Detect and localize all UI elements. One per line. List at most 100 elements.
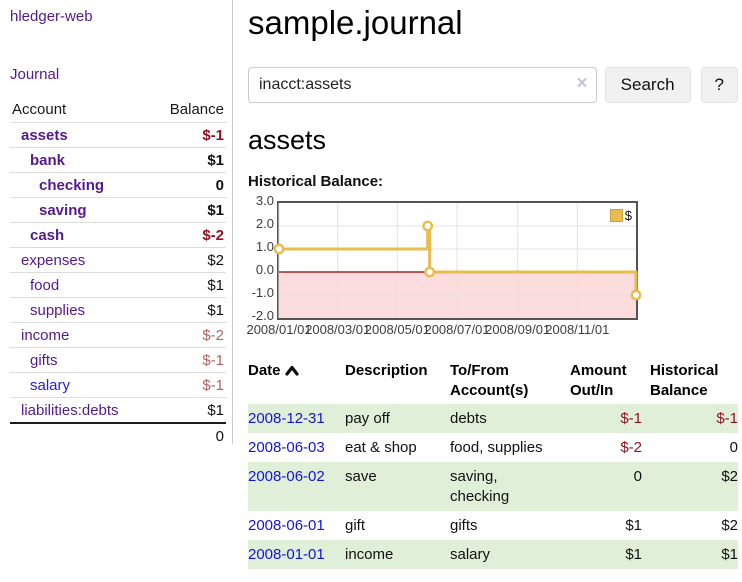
- account-row: expenses $2: [10, 247, 226, 272]
- account-link[interactable]: food: [30, 276, 60, 294]
- account-balance: $1: [207, 151, 224, 169]
- transaction-balance: 0: [729, 439, 738, 456]
- historical-balance-chart: 3.0 2.0 1.0 0.0 -1.0 -2.0 $ 2008/01/01 2008/03…: [246, 193, 642, 341]
- account-link[interactable]: cash: [30, 226, 65, 244]
- column-header-date[interactable]: Date: [248, 361, 345, 404]
- account-link[interactable]: assets: [21, 126, 68, 144]
- chart-canvas: [273, 203, 642, 318]
- column-header-amount: Amount Out/In: [570, 362, 627, 399]
- clear-search-icon[interactable]: ×: [576, 73, 588, 94]
- transaction-balance: $1: [650, 540, 738, 569]
- transaction-date-link[interactable]: 2008-01-01: [248, 546, 325, 563]
- transaction-description: pay off: [345, 404, 450, 433]
- register-row: 2008-06-02 save saving, checking 0 $2: [248, 462, 738, 511]
- transaction-accounts: saving, checking: [450, 462, 570, 511]
- x-tick-label: 2008/01/01: [246, 322, 312, 337]
- transaction-description: gift: [345, 517, 366, 534]
- account-row: food $1: [10, 272, 226, 297]
- column-header-accounts: To/From Account(s): [450, 362, 529, 399]
- account-link[interactable]: checking: [39, 176, 105, 194]
- y-tick-label: -1.0: [251, 285, 274, 300]
- account-balance-table: Account Balance assets $-1 bank $1 checking 0…: [10, 96, 226, 448]
- chart-x-axis: 2008/01/01 2008/03/01 2008/05/01 2008/07/01…: [246, 322, 640, 339]
- transaction-amount: $1: [570, 540, 650, 569]
- transaction-date-cell: 2008-06-03: [248, 433, 345, 462]
- account-balance: $1: [207, 401, 224, 419]
- transaction-amount: 0: [570, 462, 650, 511]
- column-header-description: Description: [345, 362, 428, 379]
- account-link[interactable]: bank: [30, 151, 66, 169]
- x-tick-label: 2008/09/01: [485, 322, 551, 337]
- search-input[interactable]: [248, 67, 597, 103]
- balance-column-header: Balance: [169, 100, 224, 118]
- account-balance: $-1: [202, 351, 224, 369]
- account-link[interactable]: expenses: [21, 251, 86, 269]
- account-balance: $1: [207, 201, 224, 219]
- y-tick-label: 1.0: [255, 239, 274, 254]
- account-link[interactable]: saving: [39, 201, 87, 219]
- account-link[interactable]: gifts: [30, 351, 58, 369]
- help-button[interactable]: ?: [700, 67, 738, 103]
- account-row: cash $-2: [10, 222, 226, 247]
- account-row: salary $-1: [10, 372, 226, 397]
- sidebar-item-journal[interactable]: Journal: [10, 66, 60, 83]
- register-table: Date Description To/From Account(s) Amou…: [248, 361, 738, 569]
- x-tick-label: 2008/03/01: [305, 322, 371, 337]
- y-tick-label: 0.0: [255, 262, 274, 277]
- transaction-description: income: [345, 540, 450, 569]
- y-tick-label: -2.0: [251, 308, 274, 323]
- register-row: 2008-12-31 pay off debts $-1 $-1: [248, 404, 738, 433]
- transaction-date-link[interactable]: 2008-12-31: [248, 410, 325, 427]
- account-row: income $-2: [10, 322, 226, 347]
- account-row: assets $-1: [10, 122, 226, 147]
- x-tick-label: 2008/11/01: [545, 322, 610, 337]
- register-row: 2008-06-03 eat & shop food, supplies $-2 0: [248, 433, 738, 462]
- transaction-accounts: debts: [450, 404, 570, 433]
- chart-legend: $: [609, 208, 632, 223]
- register-row: 2008-01-01 income salary $1 $1: [248, 540, 738, 569]
- transaction-accounts: gifts: [450, 517, 478, 534]
- main-content: sample.journal × Search ? assets Histori…: [246, 0, 738, 569]
- account-table-header: Account Balance: [10, 96, 226, 122]
- transaction-amount: $1: [625, 517, 642, 534]
- transaction-accounts: salary: [450, 540, 570, 569]
- account-balance: $1: [207, 276, 224, 294]
- y-tick-label: 3.0: [255, 193, 274, 208]
- search-box: ×: [248, 67, 597, 103]
- account-balance: $2: [207, 251, 224, 269]
- register-table-body: 2008-12-31 pay off debts $-1 $-1 2008-06-03 ea…: [248, 404, 738, 569]
- transaction-balance: $2: [721, 517, 738, 534]
- legend-swatch-icon: [609, 209, 623, 222]
- chart-title: Historical Balance:: [248, 173, 384, 190]
- register-row: 2008-06-01 gift gifts $1 $2: [248, 511, 738, 540]
- app-title-link[interactable]: hledger-web: [10, 8, 93, 25]
- account-row: gifts $-1: [10, 347, 226, 372]
- transaction-date-link[interactable]: 2008-06-01: [248, 517, 325, 534]
- account-link[interactable]: income: [21, 326, 70, 344]
- balance-total-row: 0: [10, 422, 226, 448]
- account-link[interactable]: supplies: [30, 301, 86, 319]
- page-title: sample.journal: [248, 4, 463, 41]
- account-balance: $-2: [202, 226, 224, 244]
- transaction-date-cell: 2008-06-01: [248, 511, 345, 540]
- sidebar: hledger-web Journal Account Balance asse…: [0, 0, 233, 445]
- account-heading: assets: [248, 125, 327, 155]
- sort-ascending-icon: [284, 362, 299, 382]
- account-balance: $-1: [202, 126, 224, 144]
- account-table-rows: assets $-1 bank $1 checking 0 saving $1 cash $-2 e…: [10, 122, 226, 422]
- transaction-amount: $-2: [620, 439, 642, 456]
- chart-y-axis: 3.0 2.0 1.0 0.0 -1.0 -2.0: [248, 193, 274, 323]
- transaction-balance: $-1: [650, 404, 738, 433]
- account-link[interactable]: liabilities:debts: [21, 401, 119, 419]
- transaction-date-link[interactable]: 2008-06-02: [248, 468, 325, 485]
- search-button[interactable]: Search: [604, 67, 691, 103]
- account-row: saving $1: [10, 197, 226, 222]
- account-row: checking 0: [10, 172, 226, 197]
- account-balance: $1: [207, 301, 224, 319]
- account-link[interactable]: salary: [30, 376, 71, 394]
- account-row: bank $1: [10, 147, 226, 172]
- y-tick-label: 2.0: [255, 216, 274, 231]
- chart-plot-area: $: [273, 201, 642, 320]
- transaction-date-link[interactable]: 2008-06-03: [248, 439, 325, 456]
- column-header-balance: Historical Balance: [650, 362, 719, 399]
